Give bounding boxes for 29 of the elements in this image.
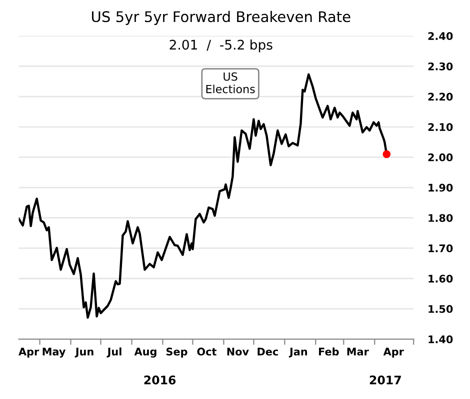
x-tick-label: Jan [288, 348, 308, 358]
annotation: US Elections [206, 72, 255, 94]
x-tick-label: Mar [347, 348, 369, 356]
x-tick-label: Feb [318, 347, 339, 356]
x-tick-label: Sep [166, 348, 188, 358]
y-tick-label: 1.60 [428, 274, 453, 283]
y-tick-label: 1.90 [428, 184, 453, 192]
y-tick-label: 2.10 [428, 123, 453, 131]
y-tick-label: 1.40 [428, 335, 453, 344]
x-tick-label: Apr [18, 348, 40, 358]
chart-title: US 5yr 5yr Forward Breakeven Rate [92, 10, 350, 26]
text: 2017 [370, 376, 401, 384]
x-tick-label: Aug [134, 348, 156, 358]
y-tick-label: 1.80 [428, 214, 453, 222]
x-tick-label: May [42, 348, 66, 358]
x-tick-label: Dec [258, 348, 278, 356]
x-tick-label: Jun [74, 348, 94, 358]
y-tick-label: 2.30 [428, 62, 453, 70]
text: 2016 [144, 376, 176, 384]
chart-subtitle: 2.01 / -5.2 bps [170, 40, 272, 52]
y-tick-label: 1.70 [428, 244, 453, 252]
x-tick-label: Oct [197, 348, 216, 356]
x-tick-label: Apr [383, 348, 404, 358]
y-tick-label: 1.50 [428, 305, 453, 313]
x-tick-label: Jul [106, 347, 122, 358]
x-tick-label: Nov [227, 348, 249, 356]
y-tick-label: 2.00 [428, 153, 453, 162]
y-tick-label: 2.40 [428, 32, 453, 40]
y-tick-label: 2.20 [428, 92, 453, 101]
